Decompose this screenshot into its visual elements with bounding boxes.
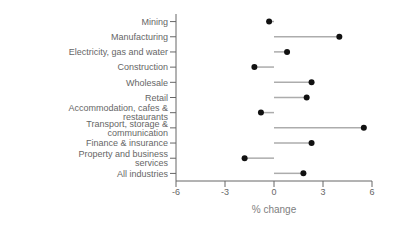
svg-text:Retail: Retail	[145, 93, 168, 103]
svg-text:-6: -6	[172, 187, 180, 197]
svg-text:3: 3	[320, 187, 325, 197]
svg-text:% change: % change	[252, 204, 297, 215]
svg-text:All industries: All industries	[117, 169, 169, 179]
svg-text:6: 6	[369, 187, 374, 197]
svg-text:Wholesale: Wholesale	[126, 78, 168, 88]
svg-text:Transport, storage &communicat: Transport, storage &communication	[86, 119, 168, 138]
svg-text:Finance & insurance: Finance & insurance	[86, 138, 168, 148]
svg-text:Construction: Construction	[117, 62, 168, 72]
svg-text:Mining: Mining	[141, 17, 168, 27]
svg-text:Property and businessservices: Property and businessservices	[78, 149, 168, 168]
svg-text:0: 0	[271, 187, 276, 197]
svg-text:Manufacturing: Manufacturing	[111, 32, 168, 42]
svg-text:Electricity, gas and water: Electricity, gas and water	[69, 47, 168, 57]
svg-text:-3: -3	[221, 187, 229, 197]
